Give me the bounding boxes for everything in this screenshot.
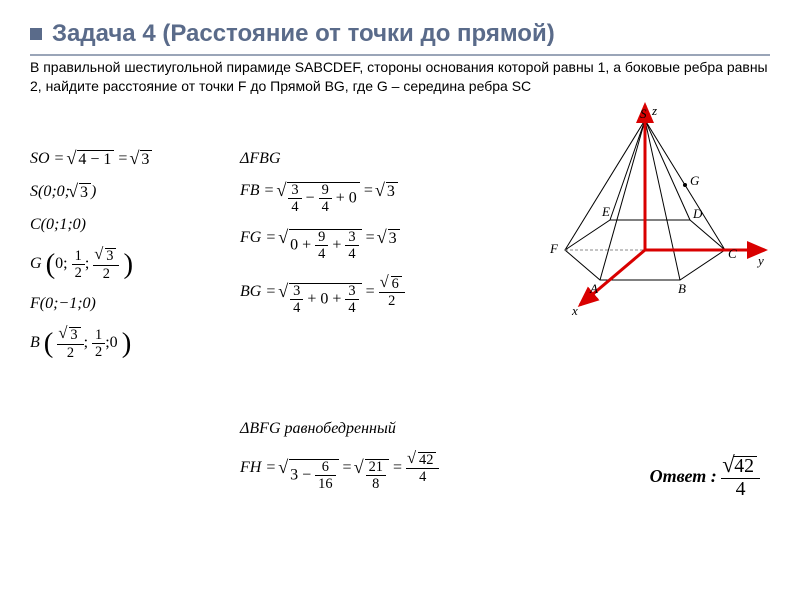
page-title: Задача 4 (Расстояние от точки до прямой) (30, 20, 770, 54)
eq-b: B ( 32; 12;0 ) (30, 327, 152, 360)
eq-f: F(0;−1;0) (30, 295, 152, 313)
eq-isosceles: ΔBFG равнобедренный (240, 420, 439, 438)
answer-label: Ответ : (650, 466, 717, 486)
eq-fg: FG = 0 + 94 + 34 = 3 (240, 229, 405, 262)
label-e: E (601, 204, 610, 219)
problem-text: В правильной шестиугольной пирамиде SABC… (30, 58, 770, 96)
eq-c: C(0;1;0) (30, 216, 152, 234)
pyramid-diagram: S A B C D E F G x y z (520, 100, 770, 320)
eq-g: G (0; 12; 32 ) (30, 248, 152, 281)
label-a: A (589, 281, 598, 296)
equations-column-2: ΔFBG FB = 34 − 94 + 0 = 3 FG = 0 + 94 + … (240, 150, 405, 330)
label-g: G (690, 173, 700, 188)
label-c: C (728, 246, 737, 261)
eq-so: SO = 4 − 1 = 3 (30, 150, 152, 169)
equations-row-3: ΔBFG равнобедренный FH = 3 − 616 = 218 =… (240, 420, 439, 506)
title-bullet (30, 28, 42, 40)
eq-s: S(0;0;3) (30, 183, 152, 202)
label-z: z (651, 103, 657, 118)
label-s: S (640, 106, 647, 121)
label-b: B (678, 281, 686, 296)
label-x: x (571, 303, 578, 318)
label-y: y (756, 253, 764, 268)
equations-column-1: SO = 4 − 1 = 3 S(0;0;3) C(0;1;0) G (0; 1… (30, 150, 152, 374)
eq-bg: BG = 34 + 0 + 34 = 62 (240, 276, 405, 316)
label-d: D (692, 206, 703, 221)
answer: Ответ : 424 (650, 456, 760, 500)
eq-triangle-fbg: ΔFBG (240, 150, 405, 168)
eq-fb: FB = 34 − 94 + 0 = 3 (240, 182, 405, 215)
title-bar: Задача 4 (Расстояние от точки до прямой) (30, 20, 770, 56)
eq-fh: FH = 3 − 616 = 218 = 424 (240, 452, 439, 492)
label-f: F (549, 241, 559, 256)
